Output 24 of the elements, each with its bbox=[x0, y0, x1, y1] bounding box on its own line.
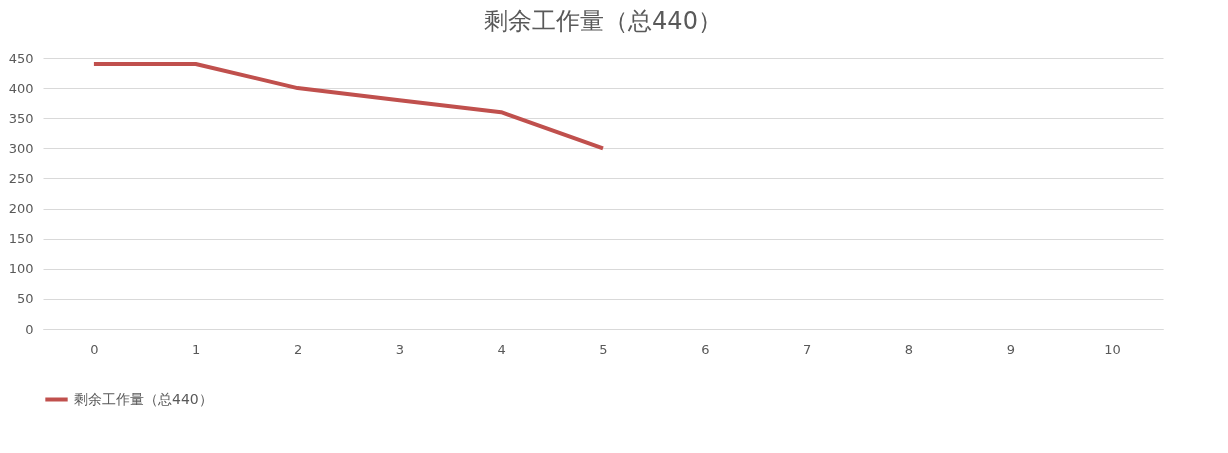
x-tick-label: 4 bbox=[497, 341, 506, 357]
y-tick-label: 300 bbox=[8, 140, 34, 156]
x-tick-label: 0 bbox=[90, 341, 99, 357]
x-tick-label: 10 bbox=[1104, 341, 1121, 357]
y-tick-label: 0 bbox=[25, 321, 34, 337]
legend-label: 剩余工作量（总440） bbox=[74, 390, 213, 407]
y-tick-label: 350 bbox=[8, 110, 34, 126]
y-tick-label: 400 bbox=[8, 80, 34, 96]
x-tick-label: 1 bbox=[192, 341, 201, 357]
x-tick-label: 9 bbox=[1006, 341, 1015, 357]
y-tick-label: 200 bbox=[8, 201, 34, 217]
y-tick-label: 250 bbox=[8, 170, 34, 186]
x-tick-label: 6 bbox=[701, 341, 710, 357]
line-series bbox=[91, 62, 605, 151]
x-tick-label: 2 bbox=[293, 341, 303, 357]
y-tick-label: 100 bbox=[8, 261, 34, 277]
x-tick-label: 5 bbox=[599, 341, 608, 357]
x-tick-label: 7 bbox=[803, 341, 812, 357]
chart-title: 剩余工作量（总440） bbox=[484, 7, 722, 35]
y-tick-label: 50 bbox=[16, 291, 34, 307]
x-tick-label: 3 bbox=[395, 341, 404, 357]
y-tick-label: 150 bbox=[8, 231, 34, 247]
y-tick-label: 450 bbox=[8, 50, 34, 66]
x-tick-label: 8 bbox=[904, 341, 914, 357]
